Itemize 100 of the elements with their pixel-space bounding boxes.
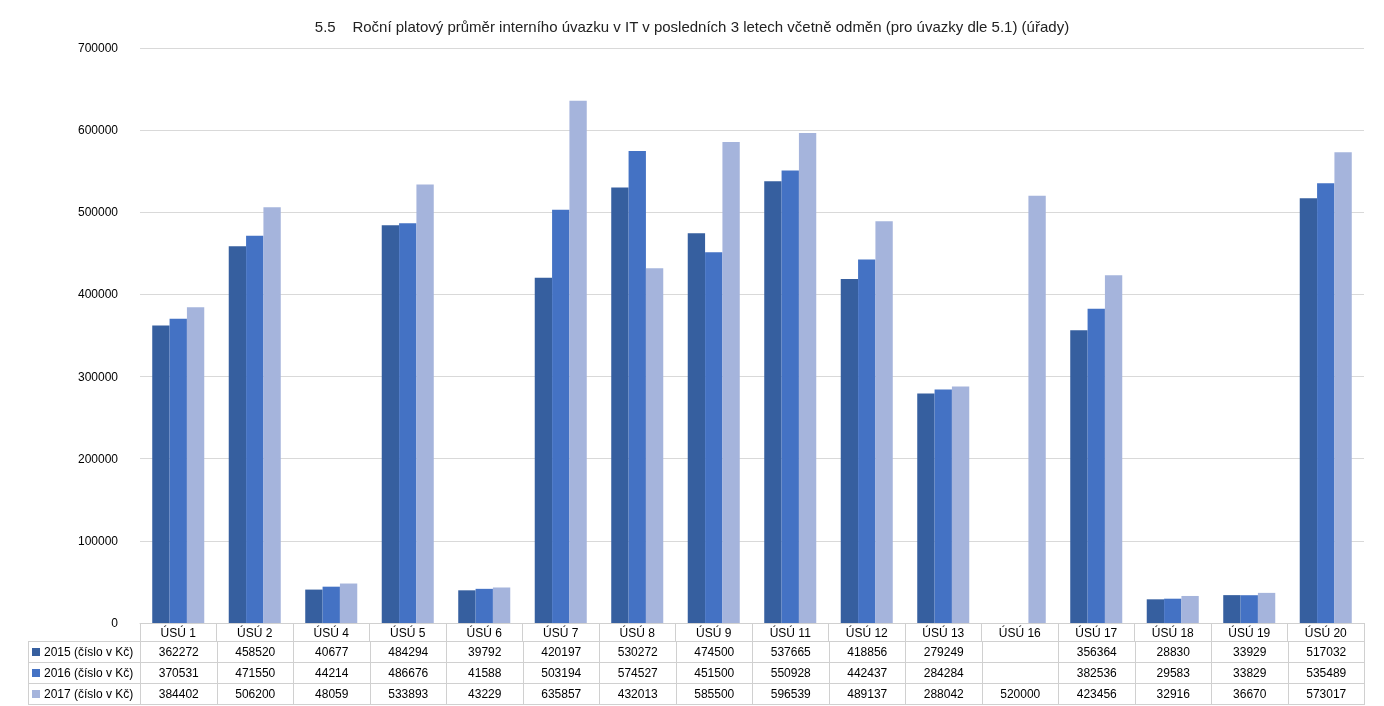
x-tick-label: ÚSÚ 8 xyxy=(619,625,656,640)
x-tick-label: ÚSÚ 18 xyxy=(1151,625,1195,640)
data-label: 40677 xyxy=(293,641,370,663)
x-tick-label: ÚSÚ 6 xyxy=(466,625,503,640)
bar xyxy=(1334,152,1352,623)
bar xyxy=(628,151,646,623)
data-label: 384402 xyxy=(140,683,217,705)
bar xyxy=(687,233,706,623)
y-tick-label: 600000 xyxy=(77,123,119,138)
bar xyxy=(1028,195,1046,623)
bar xyxy=(875,221,893,623)
y-tick-label: 500000 xyxy=(77,205,119,220)
bar xyxy=(228,246,247,623)
bar xyxy=(458,590,476,623)
x-tick-label: ÚSÚ 19 xyxy=(1228,625,1271,640)
data-label: 32916 xyxy=(1135,683,1212,705)
bar xyxy=(1104,275,1123,623)
data-label: 573017 xyxy=(1288,683,1365,705)
data-label: 596539 xyxy=(752,683,829,705)
bar xyxy=(781,170,799,623)
data-label: 29583 xyxy=(1135,662,1212,684)
x-tick-label: ÚSÚ 9 xyxy=(696,625,732,640)
data-label: 432013 xyxy=(599,683,676,705)
data-label: 635857 xyxy=(523,683,600,705)
bar xyxy=(552,209,570,623)
x-tick-label: ÚSÚ 5 xyxy=(390,625,426,640)
bar xyxy=(475,588,493,623)
x-tick-label: ÚSÚ 20 xyxy=(1304,625,1348,640)
x-tick-label: ÚSÚ 7 xyxy=(543,625,579,640)
y-tick-label: 200000 xyxy=(77,451,119,466)
bar xyxy=(951,386,970,623)
x-tick-label: ÚSÚ 4 xyxy=(313,625,350,640)
data-label: 36670 xyxy=(1211,683,1288,705)
data-label: 520000 xyxy=(982,683,1059,705)
y-tick-label: 300000 xyxy=(77,369,119,384)
data-label: 486676 xyxy=(370,662,447,684)
data-label: 28830 xyxy=(1135,641,1212,663)
y-tick-label: 400000 xyxy=(77,287,119,302)
legend-label: 2016 (číslo v Kč) xyxy=(28,662,141,684)
data-label: 41588 xyxy=(446,662,523,684)
data-label: 370531 xyxy=(140,662,217,684)
bar xyxy=(305,589,323,623)
data-label: 284284 xyxy=(905,662,982,684)
bar xyxy=(186,307,205,623)
x-tick-label: ÚSÚ 12 xyxy=(845,625,889,640)
data-label: 533893 xyxy=(370,683,447,705)
bar xyxy=(858,259,876,623)
bar xyxy=(492,587,511,623)
bar xyxy=(1087,308,1105,623)
data-label: 288042 xyxy=(905,683,982,705)
bar xyxy=(534,277,553,623)
data-label: 356364 xyxy=(1058,641,1135,663)
data-label: 471550 xyxy=(217,662,294,684)
bar xyxy=(1257,592,1276,623)
bar xyxy=(1317,183,1335,623)
data-label: 530272 xyxy=(599,641,676,663)
data-label: 535489 xyxy=(1288,662,1365,684)
bar xyxy=(1223,595,1241,623)
data-label: 458520 xyxy=(217,641,294,663)
chart-title: 5.5 Roční platový průměr interního úvazku v IT v posledních 3 letech včetně odměn (pro úvazky dle 5.1) (úřady) xyxy=(314,18,1070,35)
y-tick-label: 100000 xyxy=(77,533,119,548)
data-label: 418856 xyxy=(829,641,906,663)
data-label: 574527 xyxy=(599,662,676,684)
bar xyxy=(416,184,434,623)
data-label: 517032 xyxy=(1288,641,1365,663)
data-label: 43229 xyxy=(446,683,523,705)
data-label: 451500 xyxy=(676,662,753,684)
bar xyxy=(764,181,782,623)
bar xyxy=(1181,595,1199,623)
x-tick-label: ÚSÚ 16 xyxy=(998,625,1042,640)
bar xyxy=(1070,330,1088,623)
data-label: 423456 xyxy=(1058,683,1135,705)
data-label: 420197 xyxy=(523,641,600,663)
bar xyxy=(840,278,859,623)
data-label: 44214 xyxy=(293,662,370,684)
x-tick-label: ÚSÚ 17 xyxy=(1075,625,1118,640)
bar xyxy=(917,393,935,623)
bar xyxy=(798,132,817,623)
bar xyxy=(322,586,340,623)
data-label: 33829 xyxy=(1211,662,1288,684)
bar xyxy=(1146,599,1165,623)
bar xyxy=(263,207,281,623)
bar xyxy=(569,100,587,623)
data-label: 585500 xyxy=(676,683,753,705)
data-label: 489137 xyxy=(829,683,906,705)
y-tick-label: 0 xyxy=(111,616,119,630)
bar xyxy=(246,235,264,623)
bar xyxy=(1299,198,1318,623)
bar xyxy=(399,223,417,623)
bar xyxy=(152,325,170,623)
data-label: 537665 xyxy=(752,641,829,663)
data-label: 48059 xyxy=(293,683,370,705)
data-label: 39792 xyxy=(446,641,523,663)
x-tick-label: ÚSÚ 13 xyxy=(922,625,965,640)
data-label: 362272 xyxy=(140,641,217,663)
data-label: 503194 xyxy=(523,662,600,684)
legend-label: 2017 (číslo v Kč) xyxy=(28,683,141,705)
legend-label: 2015 (číslo v Kč) xyxy=(28,641,141,663)
data-label: 484294 xyxy=(370,641,447,663)
bar xyxy=(169,318,187,623)
